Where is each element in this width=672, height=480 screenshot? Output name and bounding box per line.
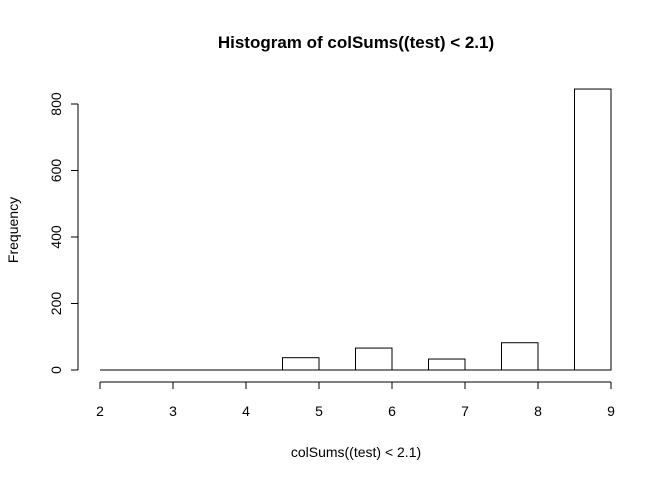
x-tick-label: 6 bbox=[388, 403, 396, 419]
histogram-bars bbox=[100, 88, 612, 371]
y-tick-label: 400 bbox=[48, 225, 64, 249]
x-tick-label: 5 bbox=[315, 403, 323, 419]
x-axis-label: colSums((test) < 2.1) bbox=[291, 444, 421, 460]
histogram-bar bbox=[428, 358, 466, 371]
x-tick-label: 3 bbox=[169, 403, 177, 419]
x-tick-label: 9 bbox=[607, 403, 615, 419]
histogram-bar bbox=[574, 88, 612, 371]
histogram-bar bbox=[501, 342, 539, 371]
y-tick-label: 600 bbox=[48, 159, 64, 183]
y-tick-label: 800 bbox=[48, 92, 64, 116]
y-tick-label: 200 bbox=[48, 292, 64, 316]
chart-title: Histogram of colSums((test) < 2.1) bbox=[218, 33, 494, 52]
x-tick-label: 8 bbox=[534, 403, 542, 419]
histogram-bar bbox=[355, 347, 393, 371]
y-axis: 0 200 400 600 800 bbox=[48, 92, 79, 374]
y-tick-label: 0 bbox=[48, 366, 64, 374]
x-tick-label: 2 bbox=[96, 403, 104, 419]
y-axis-label: Frequency bbox=[5, 197, 21, 263]
x-axis: 2 3 4 5 6 7 8 9 bbox=[96, 381, 615, 419]
x-tick-label: 4 bbox=[242, 403, 250, 419]
x-tick-label: 7 bbox=[461, 403, 469, 419]
histogram-bar bbox=[282, 357, 320, 371]
